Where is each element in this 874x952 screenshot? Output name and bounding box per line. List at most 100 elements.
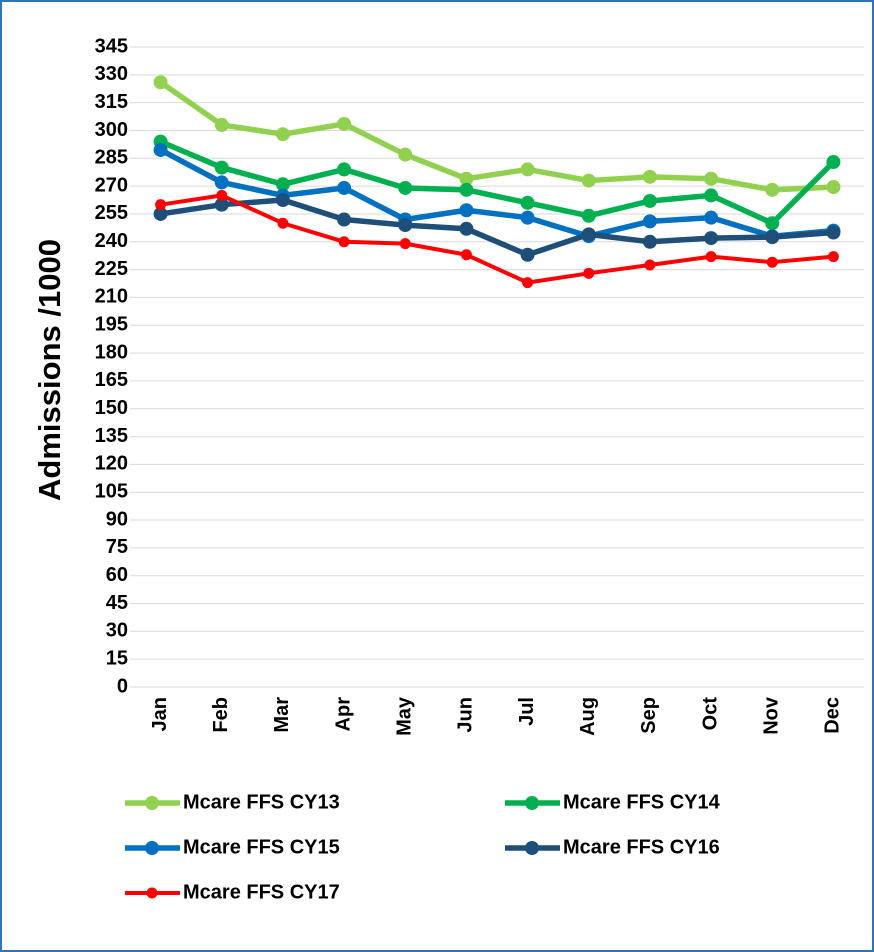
- point: [765, 230, 780, 245]
- x-tick-label: Dec: [822, 697, 844, 734]
- point: [581, 208, 596, 223]
- y-tick-label: 300: [95, 119, 128, 141]
- point: [460, 249, 472, 261]
- point: [153, 206, 168, 221]
- point: [337, 212, 352, 227]
- y-tick-label: 240: [95, 230, 128, 252]
- point: [522, 277, 534, 289]
- legend-label: Mcare FFS CY13: [183, 791, 340, 813]
- y-tick-label: 75: [106, 536, 128, 558]
- legend-label: Mcare FFS CY15: [183, 836, 340, 858]
- point: [766, 256, 778, 268]
- x-tick-label: Aug: [577, 697, 599, 736]
- point: [520, 162, 535, 177]
- point: [520, 195, 535, 210]
- point: [520, 210, 535, 225]
- point: [459, 221, 474, 236]
- point: [704, 188, 719, 203]
- x-tick-label: Feb: [210, 697, 232, 733]
- point: [399, 238, 411, 250]
- point: [826, 155, 841, 170]
- y-tick-label: 0: [117, 675, 128, 697]
- point: [398, 180, 413, 195]
- series-line: [160, 197, 834, 258]
- x-tick-label: Apr: [332, 697, 354, 732]
- point: [642, 193, 657, 208]
- legend-marker: [145, 841, 159, 855]
- point: [275, 127, 290, 142]
- point: [398, 147, 413, 162]
- y-tick-label: 45: [106, 592, 128, 614]
- y-tick-label: 225: [95, 258, 128, 280]
- point: [765, 216, 780, 231]
- point: [153, 142, 168, 157]
- point: [337, 116, 352, 131]
- point: [826, 225, 841, 240]
- point: [704, 231, 719, 246]
- y-tick-label: 195: [95, 314, 128, 336]
- point: [581, 227, 596, 242]
- point: [277, 217, 289, 229]
- point: [642, 214, 657, 229]
- point: [826, 180, 841, 195]
- x-tick-label: Jul: [516, 697, 538, 726]
- x-tick-label: Jun: [455, 697, 477, 733]
- y-tick-label: 330: [95, 63, 128, 85]
- point: [153, 75, 168, 90]
- y-tick-label: 15: [106, 647, 128, 669]
- point: [216, 189, 228, 201]
- legend-marker: [525, 796, 539, 810]
- y-tick-label: 165: [95, 369, 128, 391]
- y-tick-label: 90: [106, 508, 128, 530]
- point: [827, 251, 839, 263]
- y-tick-label: 150: [95, 397, 128, 419]
- legend-marker: [145, 796, 159, 810]
- y-tick-label: 255: [95, 202, 128, 224]
- point: [644, 259, 656, 271]
- point: [275, 193, 290, 208]
- series-line: [159, 139, 836, 226]
- legend-marker: [525, 841, 539, 855]
- point: [398, 218, 413, 233]
- point: [581, 173, 596, 188]
- y-tick-label: 30: [106, 620, 128, 642]
- x-tick-label: Mar: [271, 697, 293, 733]
- y-tick-label: 60: [106, 564, 128, 586]
- legend-label: Mcare FFS CY16: [563, 836, 720, 858]
- legend-label: Mcare FFS CY14: [563, 791, 721, 813]
- point: [520, 247, 535, 262]
- point: [459, 182, 474, 197]
- point: [214, 175, 229, 190]
- point: [642, 234, 657, 249]
- point: [338, 236, 350, 248]
- point: [704, 210, 719, 225]
- y-axis-label: Admissions /1000: [32, 239, 67, 501]
- point: [705, 251, 717, 263]
- legend-label: Mcare FFS CY17: [183, 881, 340, 903]
- point: [583, 267, 595, 279]
- point: [214, 117, 229, 132]
- point: [704, 171, 719, 186]
- y-tick-label: 285: [95, 147, 128, 169]
- y-tick-label: 345: [95, 35, 128, 57]
- x-tick-label: Nov: [761, 696, 783, 735]
- point: [155, 199, 167, 211]
- legend-marker: [146, 887, 158, 899]
- y-tick-label: 105: [95, 480, 128, 502]
- point: [214, 160, 229, 175]
- x-tick-label: Jan: [149, 697, 171, 731]
- y-tick-label: 315: [95, 91, 128, 113]
- point: [459, 203, 474, 218]
- y-tick-label: 180: [95, 341, 128, 363]
- series-line: [159, 79, 834, 193]
- point: [337, 162, 352, 177]
- y-tick-label: 270: [95, 174, 128, 196]
- y-tick-label: 120: [95, 453, 128, 475]
- point: [337, 180, 352, 195]
- series-line: [160, 193, 834, 285]
- point: [765, 182, 780, 197]
- y-tick-label: 210: [95, 286, 128, 308]
- series-line: [159, 147, 834, 239]
